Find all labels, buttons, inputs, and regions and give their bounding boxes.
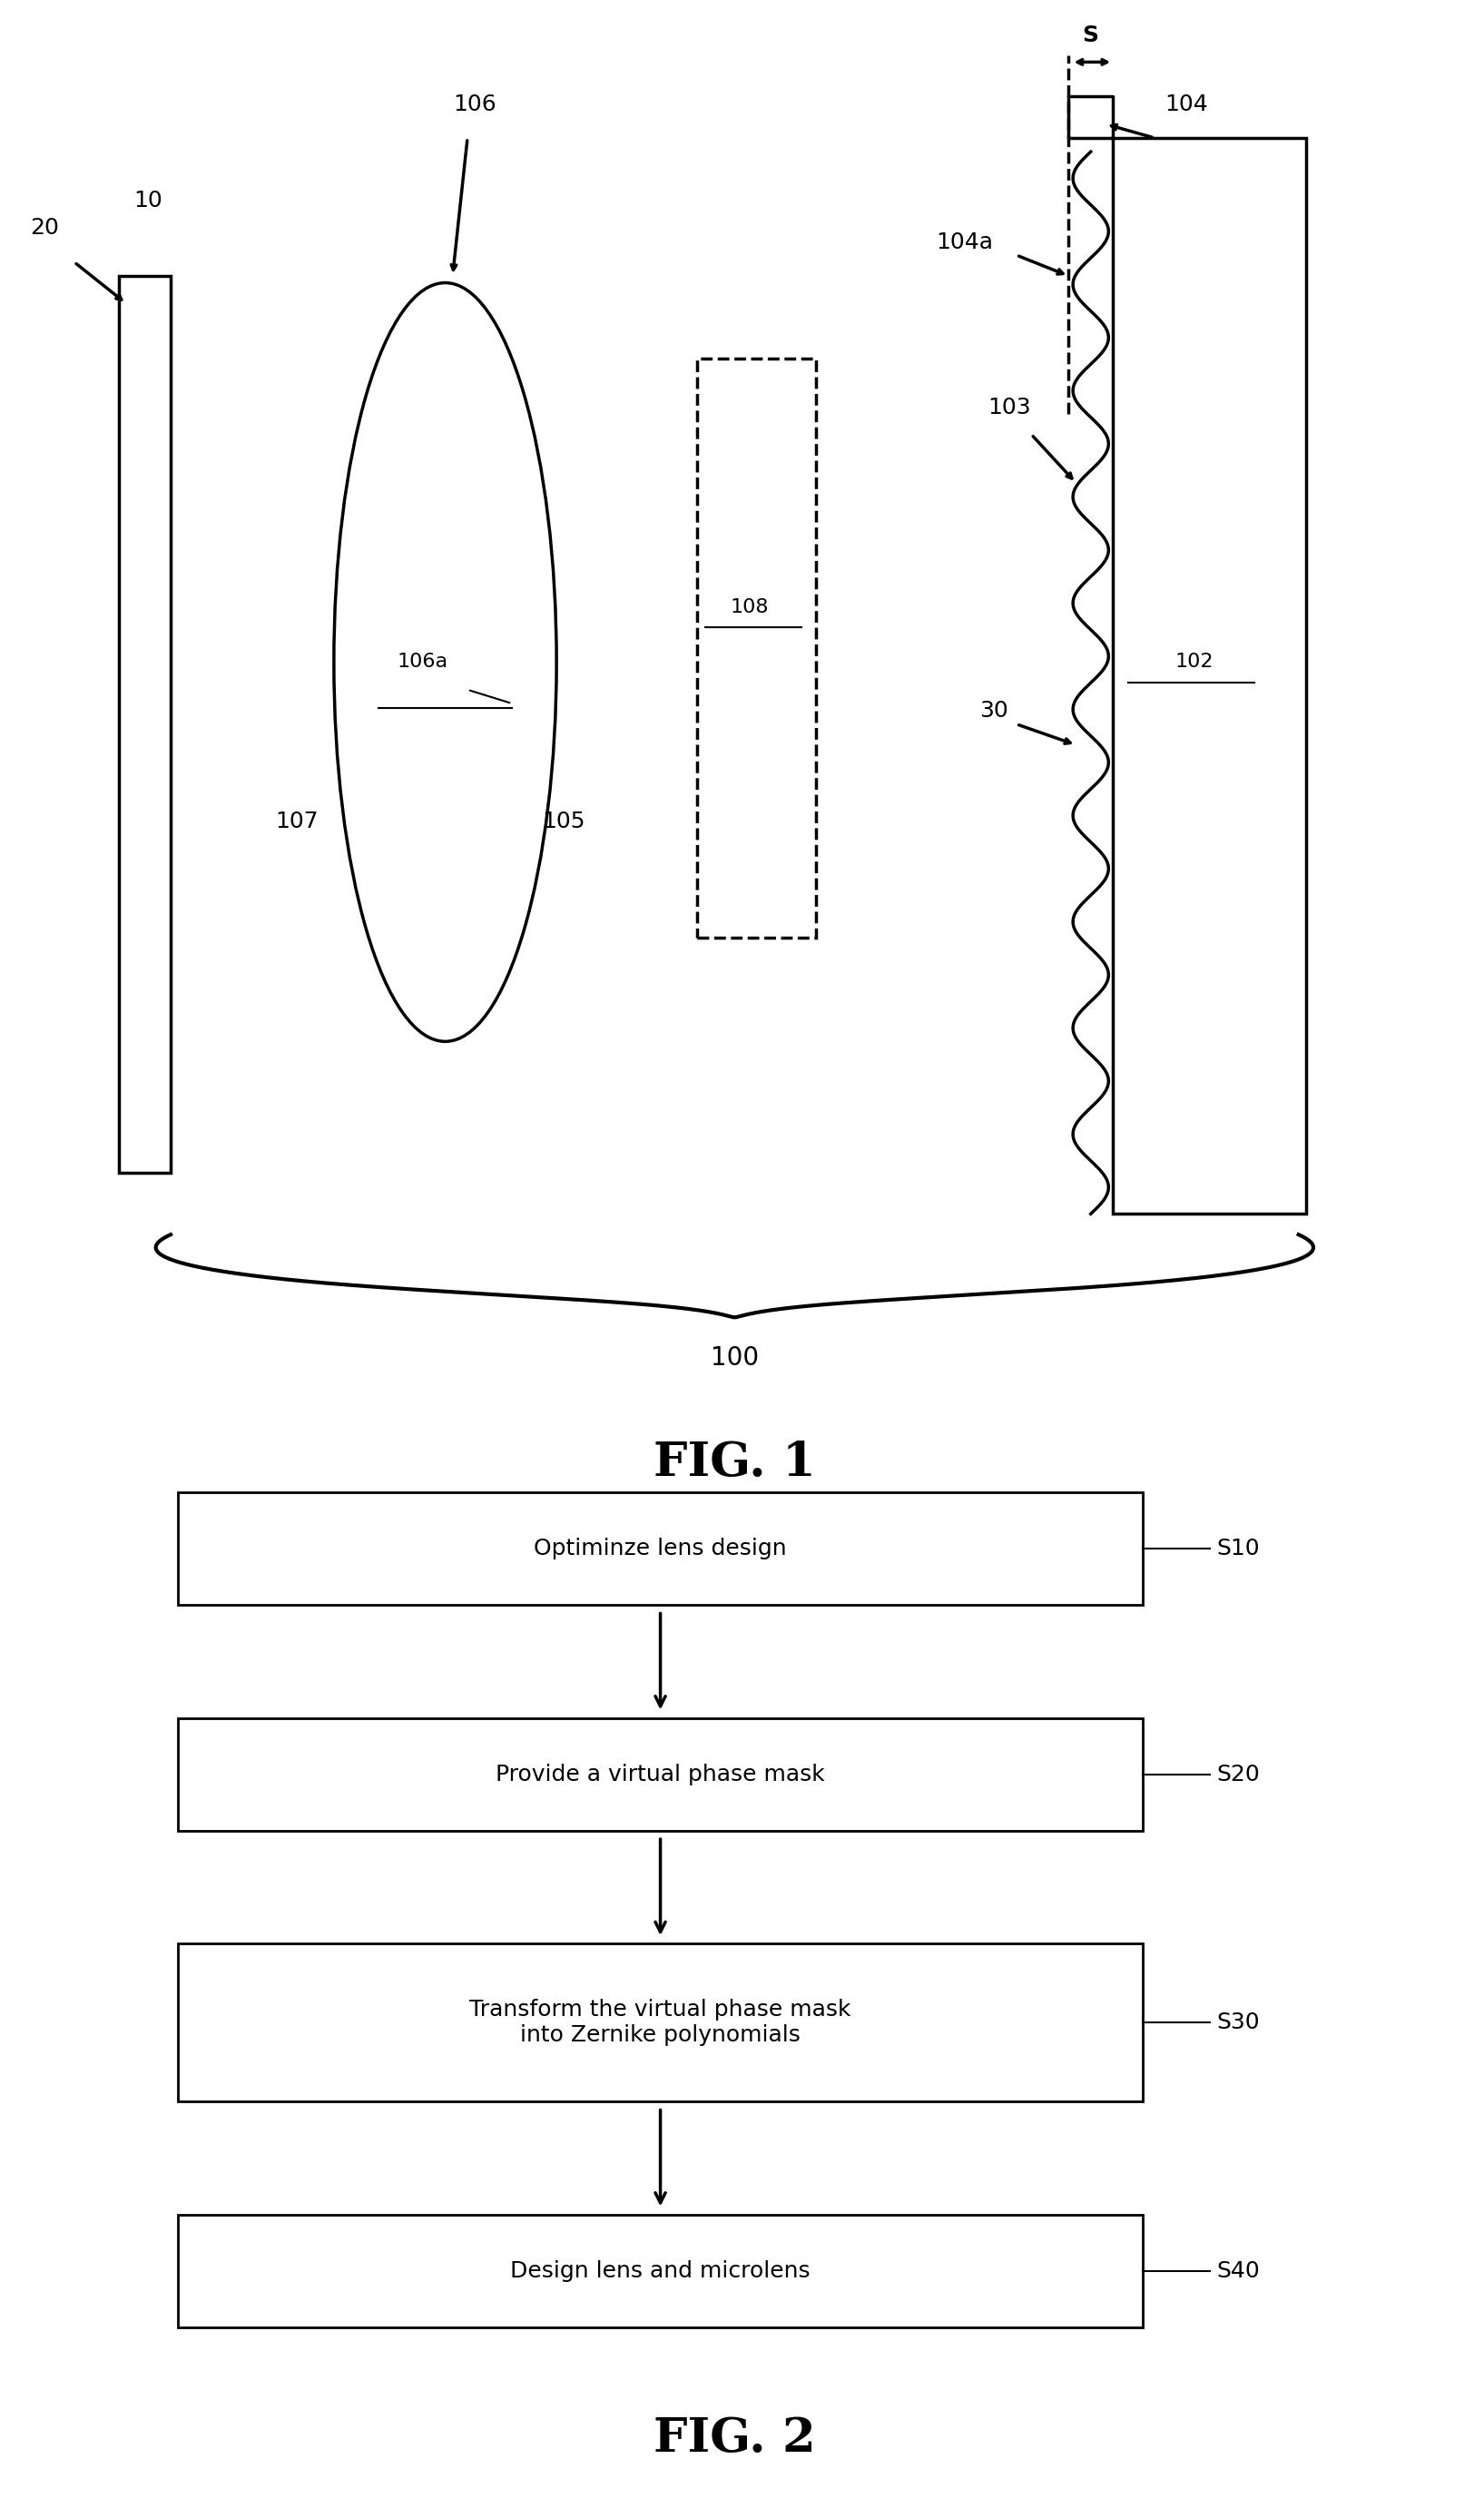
Text: 107: 107 [275, 810, 319, 833]
FancyBboxPatch shape [178, 1944, 1143, 2102]
Text: 102: 102 [1175, 652, 1214, 672]
Text: 106: 106 [453, 93, 497, 115]
Text: 103: 103 [987, 396, 1031, 419]
Text: 10: 10 [134, 191, 163, 211]
FancyBboxPatch shape [178, 1492, 1143, 1605]
Text: S10: S10 [1217, 1537, 1260, 1560]
Text: Transform the virtual phase mask
into Zernike polynomials: Transform the virtual phase mask into Ze… [469, 1999, 852, 2047]
Text: S30: S30 [1217, 2011, 1260, 2034]
Text: S40: S40 [1217, 2260, 1260, 2282]
FancyBboxPatch shape [178, 2215, 1143, 2327]
Text: 104a: 104a [936, 231, 993, 253]
Bar [697, 359, 816, 938]
Text: 20: 20 [30, 218, 59, 238]
Text: FIG. 1: FIG. 1 [653, 1440, 816, 1485]
Text: Optiminze lens design: Optiminze lens design [534, 1537, 787, 1560]
Text: 30: 30 [979, 700, 1009, 722]
Bar [1113, 138, 1306, 1214]
Text: FIG. 2: FIG. 2 [653, 2415, 816, 2460]
Text: 100: 100 [711, 1347, 758, 1372]
Text: 106a: 106a [398, 652, 448, 672]
Text: 105: 105 [542, 810, 586, 833]
Text: S20: S20 [1217, 1763, 1260, 1786]
Text: 108: 108 [730, 597, 769, 617]
Bar [119, 276, 171, 1171]
Text: Provide a virtual phase mask: Provide a virtual phase mask [496, 1763, 825, 1786]
Ellipse shape [334, 283, 556, 1041]
Text: 104: 104 [1165, 93, 1208, 115]
Text: Design lens and microlens: Design lens and microlens [510, 2260, 810, 2282]
FancyBboxPatch shape [178, 1718, 1143, 1831]
Text: S: S [1082, 25, 1100, 45]
